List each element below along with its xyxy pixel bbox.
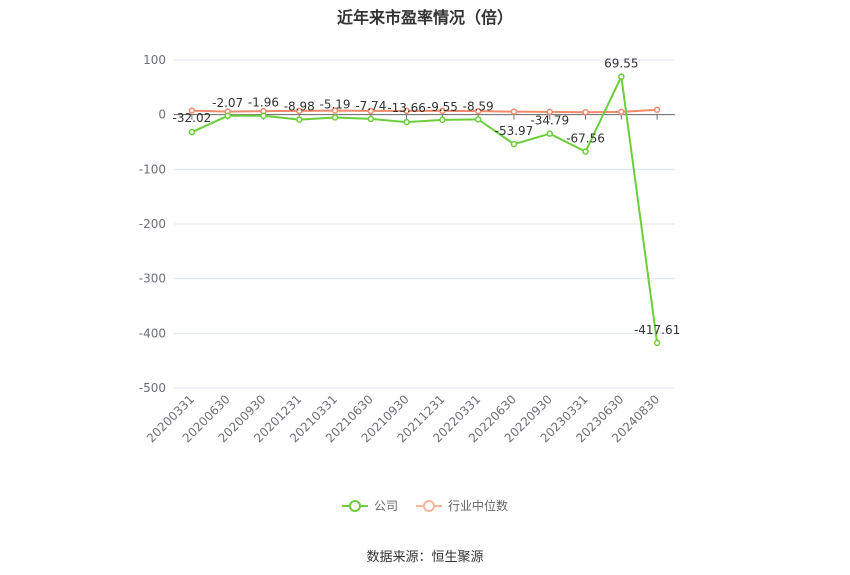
data-point [653, 339, 661, 347]
data-point [582, 108, 589, 116]
data-label: -417.61 [634, 323, 680, 337]
y-tick-label: -100 [139, 162, 166, 176]
data-point [439, 116, 446, 124]
data-point [403, 118, 410, 126]
data-label: -7.74 [355, 99, 386, 113]
series-line-company [191, 73, 659, 344]
data-point [618, 73, 625, 80]
series-line-industry [191, 108, 658, 114]
legend-item-company[interactable]: 公司 [341, 497, 398, 514]
data-point [510, 140, 518, 148]
data-point [224, 112, 231, 120]
legend: 公司 行业中位数 [0, 497, 850, 514]
data-label: -8.59 [463, 99, 494, 113]
data-point [618, 108, 625, 116]
data-point [367, 107, 375, 115]
data-point [260, 112, 267, 119]
grid-lines [174, 59, 675, 389]
y-tick-label: -200 [139, 217, 166, 231]
data-label: -5.19 [320, 98, 351, 112]
data-label: -8.98 [284, 100, 315, 114]
data-point [331, 114, 339, 121]
data-label: -53.97 [495, 124, 534, 138]
data-point [510, 108, 518, 115]
data-point [474, 107, 482, 115]
y-tick-label: -400 [139, 326, 166, 340]
y-tick-label: -300 [139, 272, 166, 286]
legend-item-industry[interactable]: 行业中位数 [416, 497, 508, 514]
data-point [546, 108, 553, 116]
data-label: -34.79 [530, 114, 569, 128]
y-axis-labels: 100 0 -100 -200 -300 -400 -500 [139, 53, 166, 395]
data-source: 数据来源：恒生聚源 [366, 550, 484, 565]
legend-industry-marker [416, 499, 442, 512]
data-label: 69.55 [604, 57, 638, 71]
data-point [474, 116, 482, 123]
data-label: -2.07 [212, 96, 243, 110]
y-tick-label: -500 [139, 381, 166, 395]
legend-industry-label: 行业中位数 [448, 499, 509, 513]
legend-company-marker [341, 499, 368, 512]
data-point [188, 107, 196, 114]
y-tick-label: 0 [158, 108, 166, 122]
data-point [582, 148, 589, 155]
series-group [188, 73, 661, 347]
data-point [296, 107, 303, 115]
data-point [546, 130, 553, 137]
data-point [367, 115, 375, 123]
data-point [439, 107, 446, 115]
x-axis: 2020033120200630202009302020123120210331… [144, 114, 662, 445]
data-label: -32.02 [173, 111, 212, 125]
y-tick-label: 100 [143, 53, 166, 67]
data-point [403, 107, 410, 115]
chart-title: 近年来市盈率情况（倍） [336, 8, 513, 27]
data-point [188, 128, 196, 136]
data-point [653, 106, 661, 113]
data-labels: -32.02-2.07 -1.96 -8.98 -5.19 -7.74 -13.66 -9.… [173, 57, 681, 337]
legend-company-label: 公司 [373, 499, 398, 513]
data-label: -1.96 [248, 96, 279, 110]
data-label: -9.55 [427, 100, 458, 114]
data-point [296, 116, 303, 123]
data-label: -13.66 [387, 101, 426, 115]
data-label: -67.56 [566, 132, 605, 146]
data-point [331, 107, 339, 114]
